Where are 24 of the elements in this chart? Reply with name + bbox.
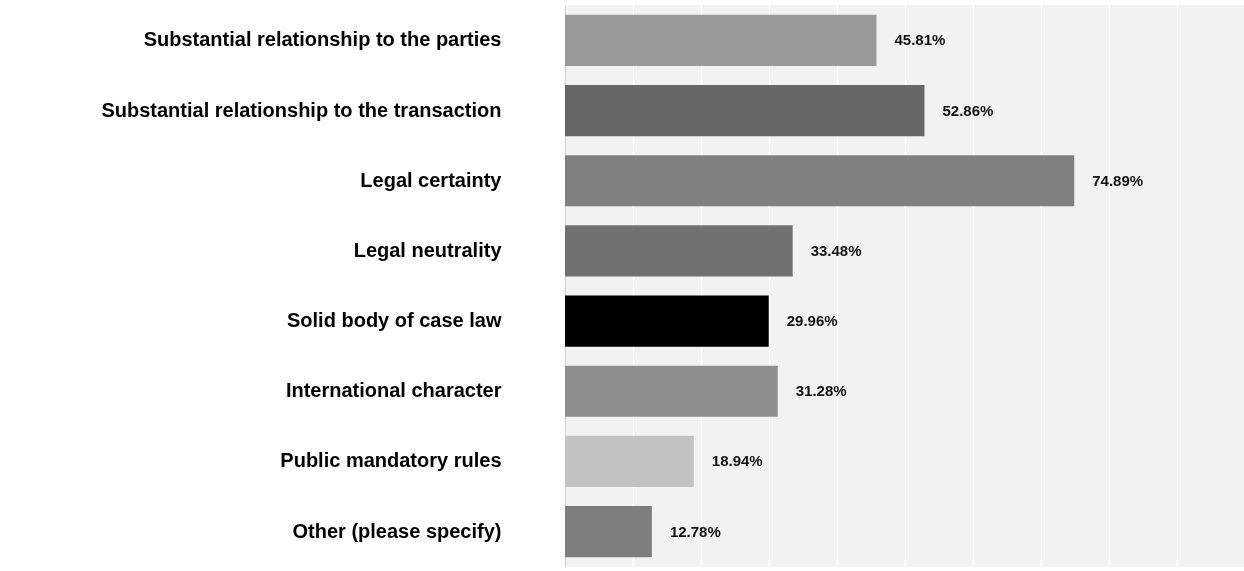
data-label: 29.96% bbox=[786, 312, 838, 330]
y-tick-label: Solid body of case law bbox=[287, 309, 502, 332]
y-tick-label: International character bbox=[285, 379, 502, 402]
data-label: 74.89% bbox=[1092, 171, 1144, 189]
y-tick-label: Public mandatory rules bbox=[280, 449, 502, 472]
y-tick-label: Other (please specify) bbox=[292, 519, 502, 542]
data-label: 18.94% bbox=[711, 452, 763, 470]
data-label: 52.86% bbox=[942, 101, 994, 119]
y-tick-label: Substantial relationship to the parties bbox=[143, 28, 502, 51]
bar bbox=[565, 14, 877, 67]
y-tick-label: Legal certainty bbox=[360, 168, 503, 191]
bar bbox=[565, 295, 769, 347]
data-label: 33.48% bbox=[810, 241, 862, 259]
bar bbox=[565, 155, 1075, 207]
bar bbox=[565, 505, 652, 558]
data-label: 12.78% bbox=[669, 522, 721, 540]
bar bbox=[565, 435, 694, 488]
data-label: 45.81% bbox=[894, 31, 946, 49]
y-tick-label: Legal neutrality bbox=[353, 238, 503, 261]
bar bbox=[565, 225, 793, 277]
data-label: 31.28% bbox=[795, 382, 847, 400]
bar bbox=[565, 365, 778, 417]
y-tick-label: Substantial relationship to the transaction bbox=[101, 98, 502, 121]
bar bbox=[565, 84, 925, 137]
